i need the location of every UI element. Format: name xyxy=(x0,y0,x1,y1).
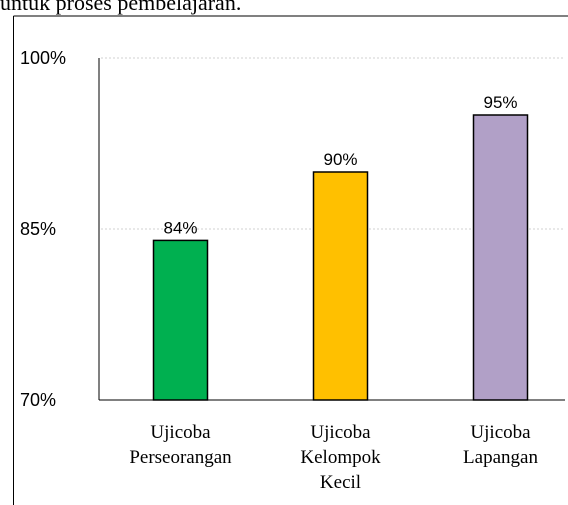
y-tick-label: 70% xyxy=(20,390,56,410)
value-label: 84% xyxy=(163,218,197,237)
x-tick-label: Ujicoba Lapangan xyxy=(463,422,538,468)
caption: untuk proses pembelajaran. xyxy=(0,0,241,15)
bar xyxy=(312,171,369,401)
y-tick-label: 100% xyxy=(20,48,66,68)
bar xyxy=(472,114,529,401)
bar xyxy=(152,239,209,401)
y-tick-label: 85% xyxy=(20,219,56,239)
value-label: 90% xyxy=(323,150,357,169)
x-tick-label: Ujicoba Perseorangan xyxy=(129,422,232,468)
value-label: 95% xyxy=(483,93,517,112)
x-tick-label: Ujicoba Kelompok Kecil xyxy=(300,422,381,493)
